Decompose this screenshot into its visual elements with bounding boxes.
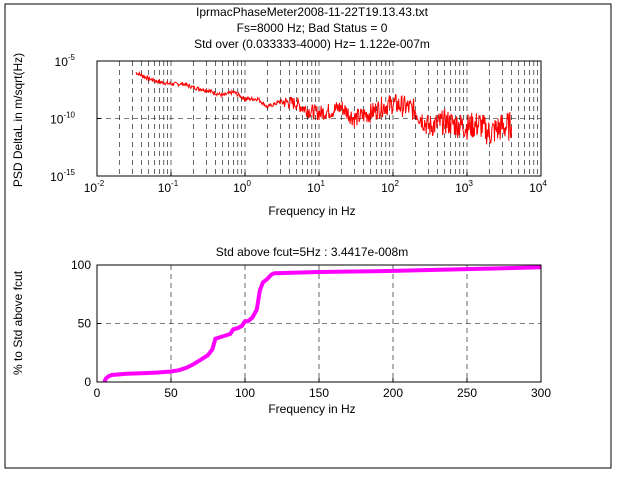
psd-x-label: Frequency in Hz [268, 204, 355, 218]
cumulative-title: Std above fcut=5Hz : 3.4417e-008m [216, 245, 408, 259]
cumulative-x-tick-label: 0 [94, 386, 101, 400]
cumulative-x-label: Frequency in Hz [268, 402, 355, 416]
cumulative-y-tick-label: 0 [84, 375, 91, 389]
cumulative-x-tick-label: 150 [309, 386, 329, 400]
cumulative-y-label: % to Std above fcut [11, 270, 25, 375]
psd-title-line-2: Fs=8000 Hz; Bad Status = 0 [237, 21, 388, 35]
psd-series-line [135, 70, 513, 145]
cumulative-x-tick-label: 300 [531, 386, 551, 400]
psd-y-label: PSD DeltaL in m/sqrt(Hz) [11, 53, 25, 187]
psd-title-line-3: Std over (0.033333-4000) Hz= 1.122e-007m [194, 37, 430, 51]
cumulative-x-tick-label: 50 [164, 386, 178, 400]
cumulative-x-tick-label: 100 [235, 386, 255, 400]
cumulative-x-tick-label: 200 [383, 386, 403, 400]
cumulative-y-tick-label: 50 [78, 317, 92, 331]
cumulative-y-tick-label: 100 [71, 258, 91, 272]
cumulative-tick-labels: 0 50 100 150 200 250 300 0 50 100 [71, 258, 551, 400]
cumulative-axes-box [96, 264, 542, 383]
psd-axes-box [96, 60, 542, 177]
psd-grid [97, 61, 541, 176]
psd-plot: IprmacPhaseMeter2008-11-22T19.13.43.txt … [11, 5, 547, 218]
psd-title-line-1: IprmacPhaseMeter2008-11-22T19.13.43.txt [196, 5, 429, 19]
cumulative-plot: Std above fcut=5Hz : 3.4417e-008m 0 50 100… [11, 245, 551, 416]
figure-border [4, 3, 612, 469]
cumulative-series-line [102, 265, 542, 383]
cumulative-x-tick-label: 250 [457, 386, 477, 400]
